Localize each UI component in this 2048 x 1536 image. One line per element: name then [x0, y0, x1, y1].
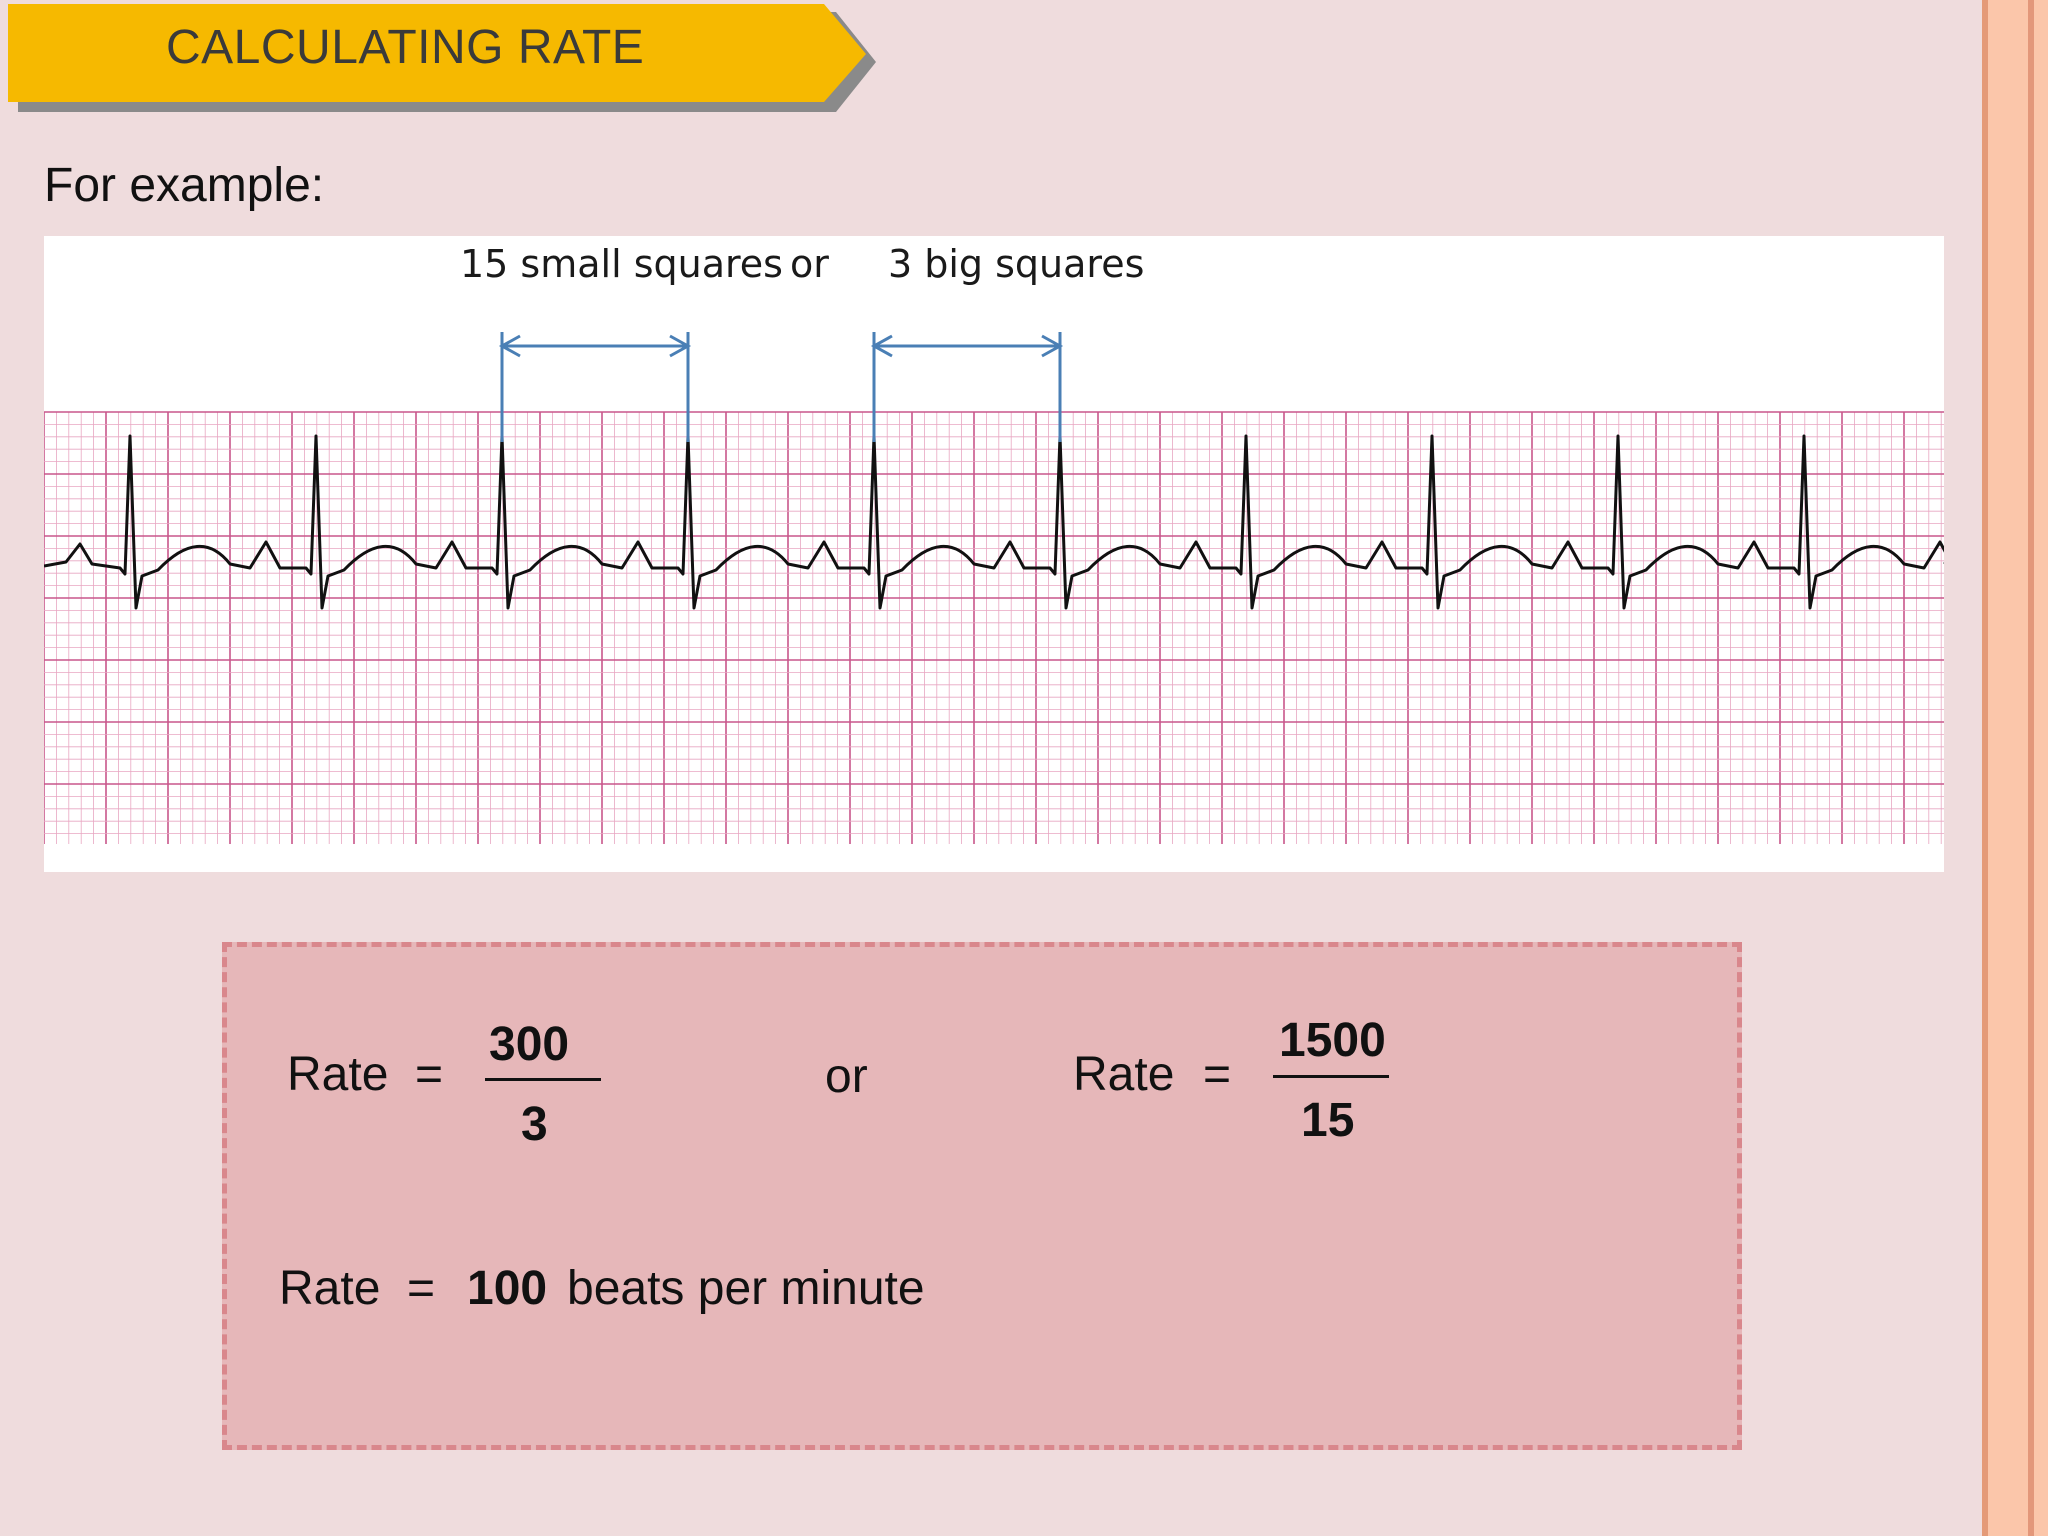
arrow-head-right	[1041, 334, 1064, 358]
interval-arrow	[498, 332, 692, 442]
result-unit: beats per minute	[567, 1262, 925, 1315]
fraction-2-denominator: 15	[1301, 1094, 1355, 1147]
ecg-grid	[44, 411, 1944, 844]
arrow-head-right	[669, 334, 692, 358]
fraction-1-numerator: 300	[489, 1018, 570, 1071]
rate-label-2: Rate	[1073, 1048, 1175, 1101]
right-decorative-stripe	[1976, 0, 2048, 1536]
fraction-2-numerator: 1500	[1279, 1014, 1386, 1067]
interval-arrows	[498, 332, 1064, 442]
fraction-1-bar	[485, 1078, 601, 1081]
fraction-2-bar	[1273, 1075, 1389, 1078]
interval-arrow	[870, 332, 1064, 442]
title-banner-fill	[8, 4, 866, 102]
intro-text: For example:	[44, 159, 325, 212]
ecg-strip	[44, 332, 1944, 844]
rate-label-1: Rate	[287, 1048, 389, 1101]
slide: CALCULATING RATE For example: 15 small s…	[8, 4, 1944, 1450]
formula-or: or	[825, 1050, 868, 1103]
label-small-squares: 15 small squares	[460, 242, 783, 286]
fraction-1-denominator: 3	[521, 1098, 548, 1151]
formula-box: Rate = 300 3 or Rate = 1500 15 Rate = 10…	[222, 942, 1742, 1450]
label-big-squares: 3 big squares	[888, 242, 1145, 286]
equals-result: =	[407, 1262, 436, 1315]
result-value: 100	[467, 1262, 548, 1315]
arrow-head-left	[498, 334, 521, 358]
ecg-strip-panel: 15 small squares or 3 big squares	[44, 236, 1944, 872]
equals-1: =	[415, 1048, 444, 1101]
rate-label-result: Rate	[279, 1262, 381, 1315]
label-or: or	[790, 242, 829, 286]
ecg-trace	[44, 434, 1944, 610]
title-banner	[8, 4, 876, 112]
equals-2: =	[1203, 1048, 1232, 1101]
arrow-head-left	[870, 334, 893, 358]
slide-title: CALCULATING RATE	[166, 21, 645, 74]
